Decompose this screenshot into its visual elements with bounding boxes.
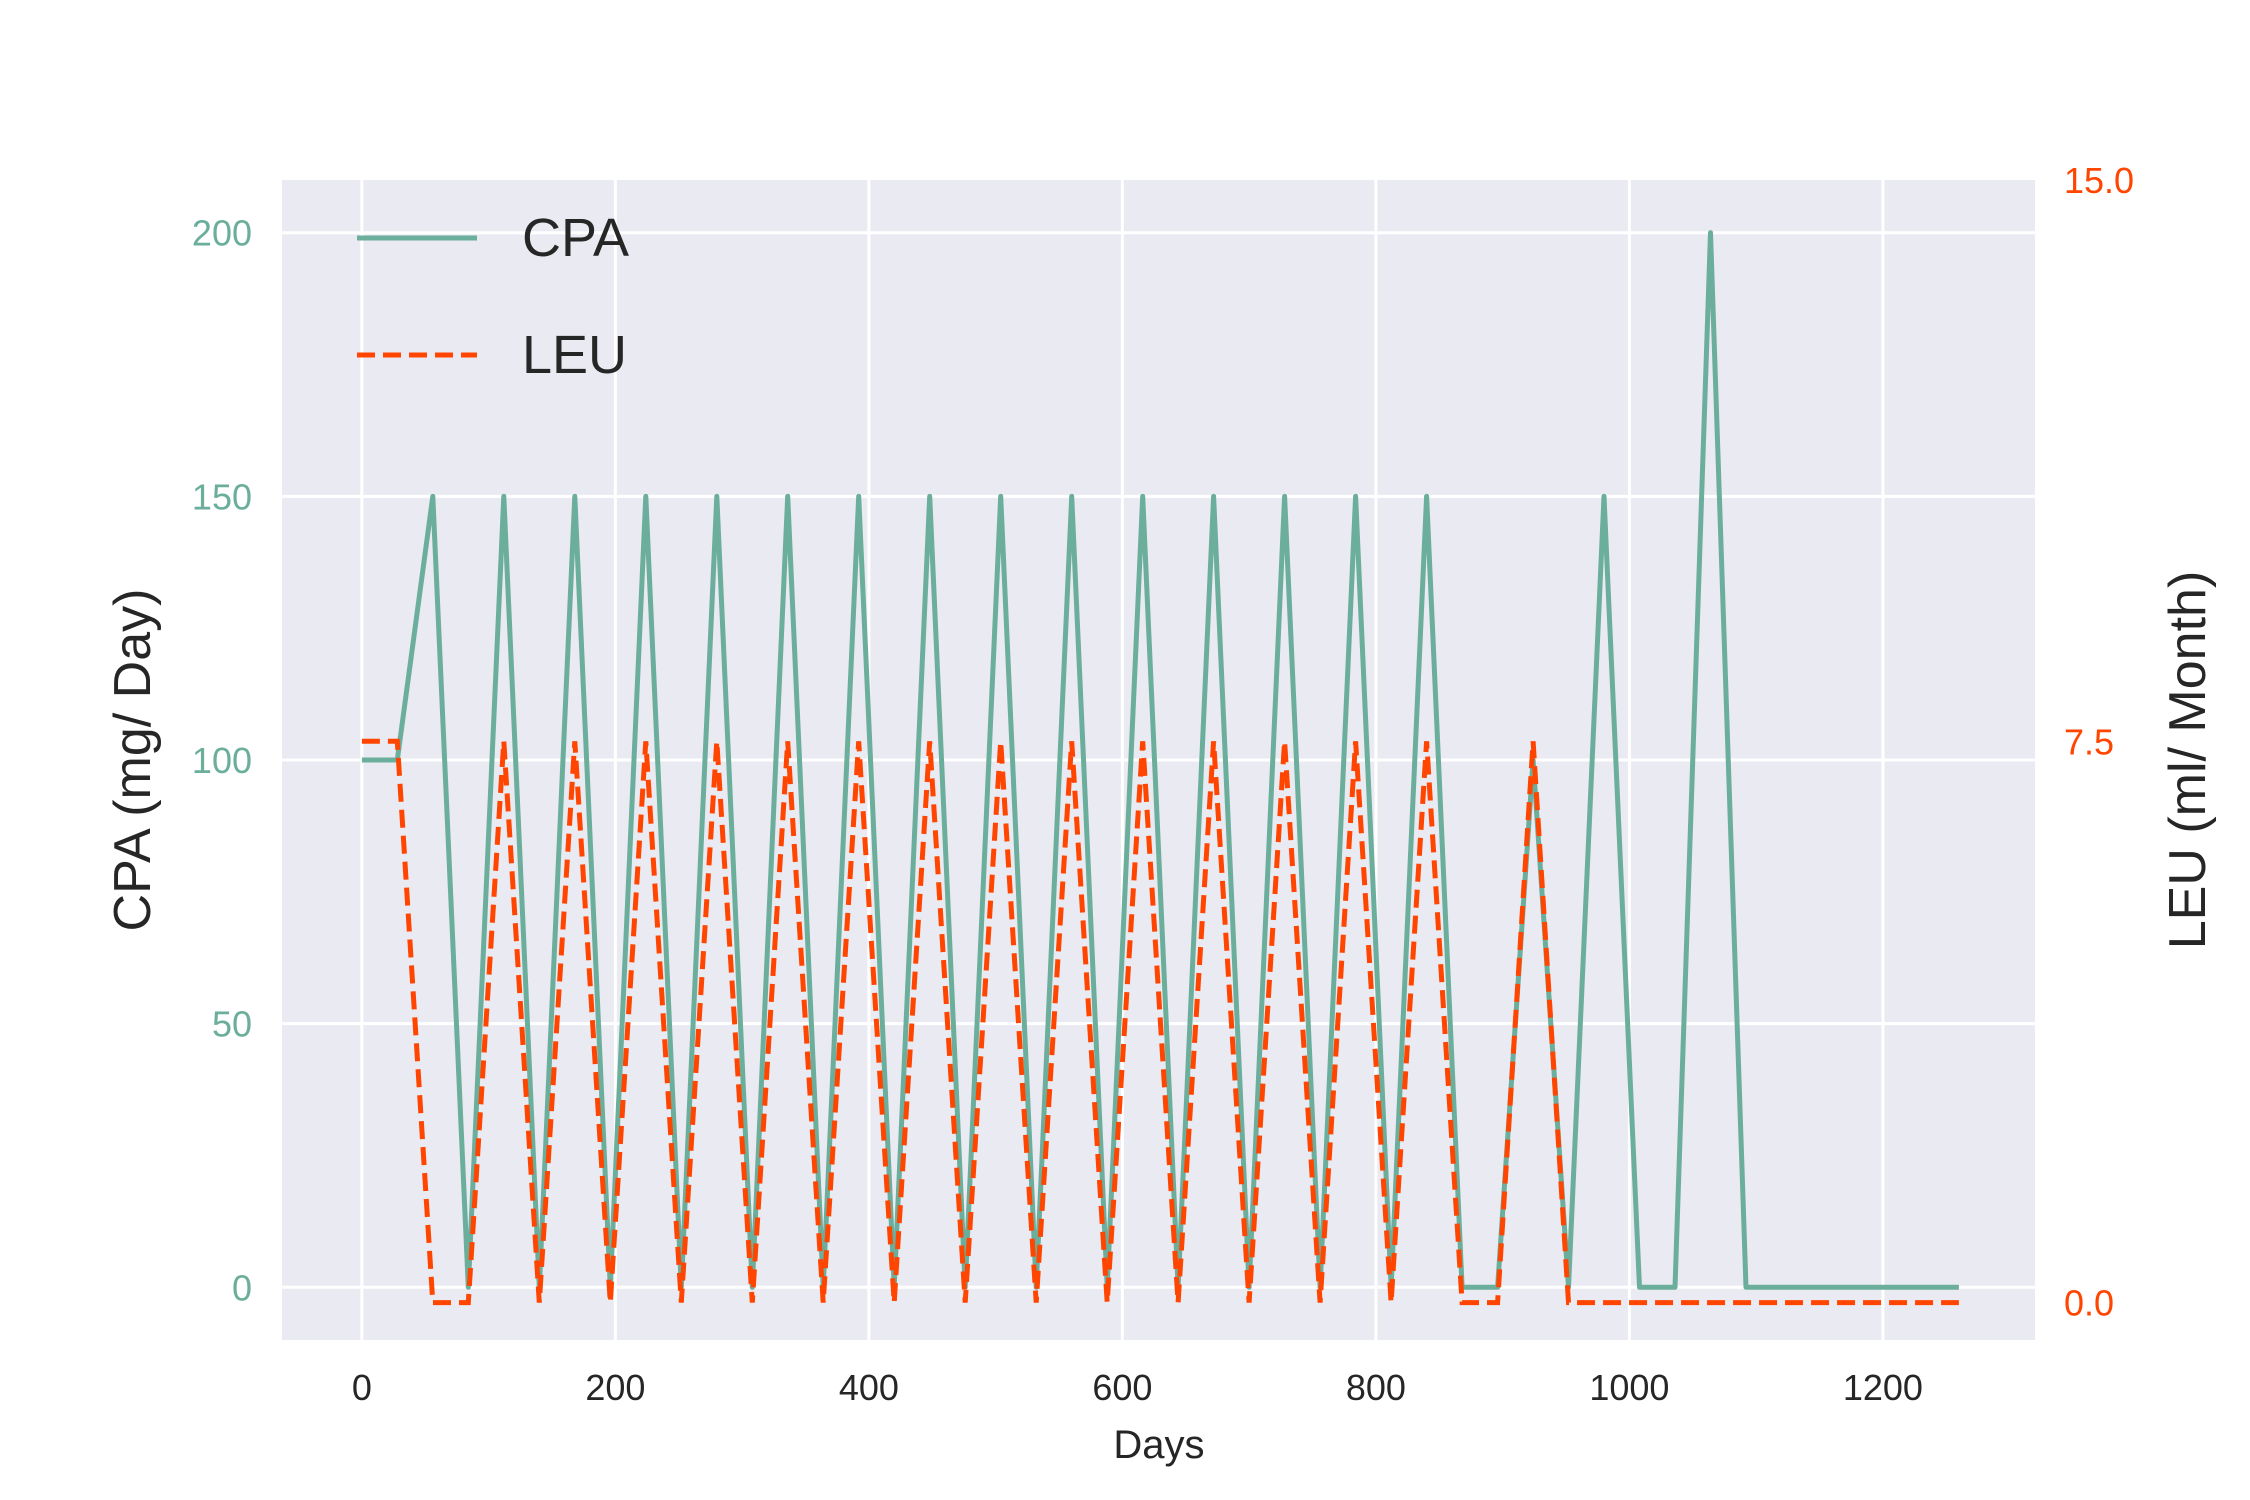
series-layer [361, 230, 1959, 1306]
series-line-cpa [361, 230, 1959, 1290]
x-tick-label: 800 [1346, 1367, 1406, 1408]
x-tick-label: 400 [839, 1367, 899, 1408]
y-tick-label: 200 [192, 213, 252, 254]
x-tick-label: 200 [585, 1367, 645, 1408]
y2-axis-label: LEU (ml/ Month) [2159, 571, 2217, 950]
y-tick-label: 50 [212, 1004, 252, 1045]
y-axis-label: CPA (mg/ Day) [104, 589, 162, 932]
x-tick-label: 0 [352, 1367, 372, 1408]
legend-label-leu: LEU [522, 325, 627, 385]
x-tick-label: 1200 [1843, 1367, 1923, 1408]
y-axis-right: 0.0 7.5 15.0 [2064, 160, 2134, 1324]
x-tick-label: 600 [1092, 1367, 1152, 1408]
y2-tick-label: 7.5 [2064, 721, 2114, 762]
legend: CPA LEU [357, 208, 629, 385]
y-axis-left: 0 50 100 150 200 [192, 213, 252, 1309]
y2-tick-label: 15.0 [2064, 160, 2134, 201]
y-tick-label: 0 [232, 1267, 252, 1308]
x-axis: 0 200 400 600 800 1000 1200 [352, 1367, 1923, 1408]
y2-tick-label: 0.0 [2064, 1283, 2114, 1324]
x-tick-label: 1000 [1589, 1367, 1669, 1408]
y-tick-label: 150 [192, 476, 252, 517]
x-axis-label: Days [1113, 1423, 1204, 1467]
series-line-leu [361, 738, 1959, 1306]
y-tick-label: 100 [192, 740, 252, 781]
legend-label-cpa: CPA [522, 208, 629, 268]
